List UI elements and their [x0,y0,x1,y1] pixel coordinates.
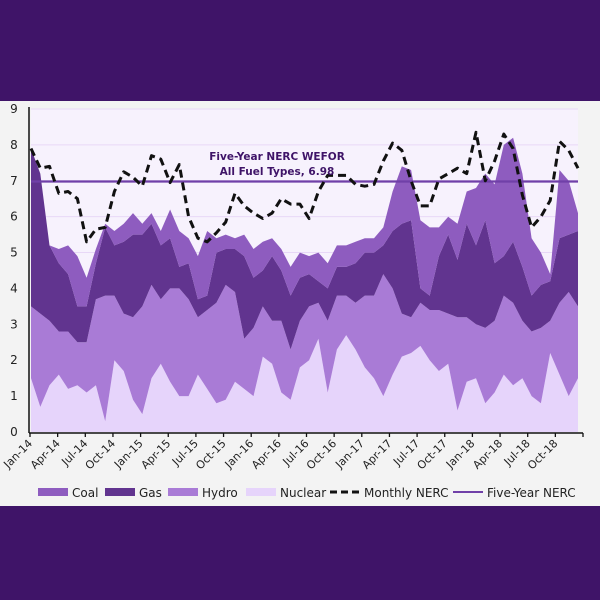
x-tick-label: Oct-15 [193,437,228,472]
x-tick-label: Jan-18 [443,437,478,472]
y-tick-label: 8 [10,138,18,152]
x-tick-label: Oct-17 [415,437,450,472]
legend-item-nuclear: Nuclear [246,486,326,500]
y-tick-label: 4 [10,281,18,295]
stacked-areas [31,137,578,432]
legend-label: Five-Year NERC [487,486,576,500]
area-coal [31,137,578,307]
y-tick-label: 1 [10,389,18,403]
legend-label: Nuclear [280,486,326,500]
lines [29,130,580,244]
x-tick-label: Apr-15 [139,437,174,472]
x-tick-label: Apr-16 [249,437,284,472]
legend-swatch [38,488,68,496]
area-hydro [31,274,578,422]
y-tick-label: 2 [10,353,18,367]
x-tick-label: Jan-17 [332,437,367,472]
legend-item-hydro: Hydro [168,486,238,500]
legend-item-monthly-nerc: Monthly NERC [330,486,449,500]
y-tick-label: 3 [10,317,18,331]
x-tick-label: Jan-15 [111,437,146,472]
y-tick-label: 7 [10,174,18,188]
y-tick-label: 0 [10,425,18,439]
y-tick-label: 5 [10,246,18,260]
legend-swatch [168,488,198,496]
annotation-line2: All Fuel Types, 6.98 [220,166,335,178]
x-tick-label: Jan-16 [222,437,257,472]
y-tick-label: 6 [10,210,18,224]
legend-item-coal: Coal [38,486,98,500]
legend-label: Coal [72,486,98,500]
legend: Coal Gas Hydro Nuclear Monthly NERC Five-Year… [38,486,576,500]
x-tick-label: Apr-17 [360,437,395,472]
legend-swatch [246,488,276,496]
legend-item-five-year-nerc: Five-Year NERC [453,486,576,500]
x-tick-label: Apr-18 [470,437,505,472]
chart-panel: 0 1 2 3 4 5 6 7 8 9 Jan-14 Apr-14 Jul-14 Oct-14 Jan-15… [0,101,600,506]
legend-item-gas: Gas [105,486,162,500]
legend-label: Gas [139,486,162,500]
annotation-line1: Five-Year NERC WEFOR [209,151,345,163]
stacked-area-chart: 0123456789Jan-14Apr-14Jul-14Oct-14Jan-15… [1,102,584,500]
x-tick-label: Oct-16 [304,437,339,472]
annotation: Five-Year NERC WEFOR All Fuel Types, 6.9… [209,151,345,178]
legend-swatch [105,488,135,496]
x-tick-label: Oct-14 [83,437,118,472]
y-tick-label: 9 [10,102,18,116]
legend-label: Monthly NERC [364,486,449,500]
area-nuclear [31,335,578,432]
x-tick-label: Jan-14 [1,437,36,472]
x-tick-label: Apr-14 [28,437,63,472]
x-tick-label: Oct-18 [525,437,560,472]
legend-label: Hydro [202,486,238,500]
area-gas [31,148,578,350]
